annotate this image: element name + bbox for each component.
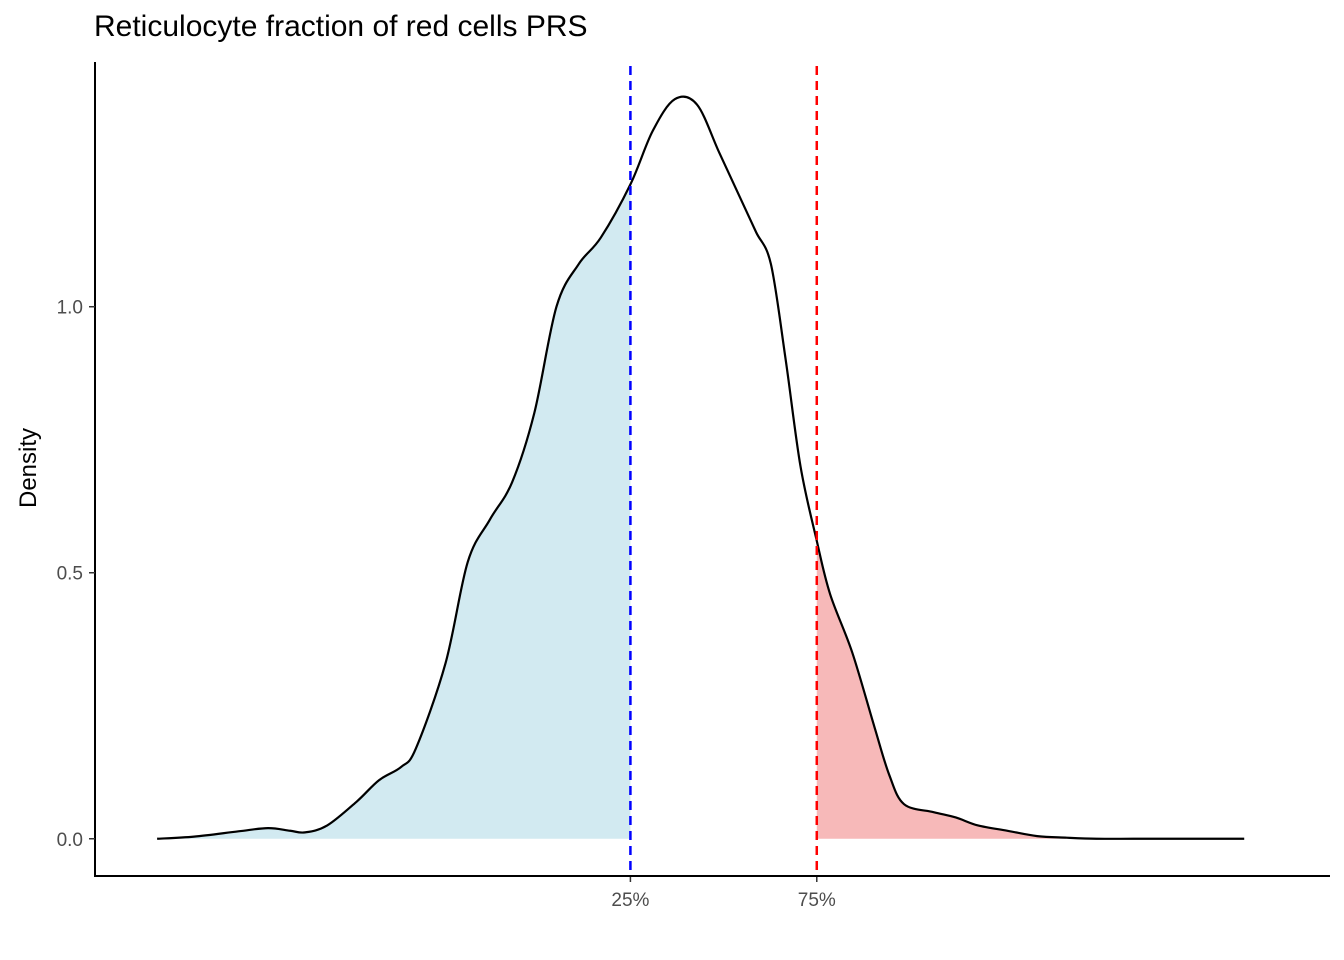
lower-tail-fill-layer bbox=[157, 184, 631, 839]
y-tick-label: 0.0 bbox=[57, 830, 83, 851]
chart-title: Reticulocyte fraction of red cells PRS bbox=[94, 10, 588, 43]
y-axis-title: Density bbox=[15, 428, 42, 508]
y-tick-label: 0.5 bbox=[57, 564, 83, 585]
density-curve-layer bbox=[157, 95, 1245, 840]
lower-tail-area bbox=[157, 184, 631, 839]
density-curve bbox=[157, 95, 1245, 840]
upper-tail-area bbox=[816, 540, 1245, 839]
axis-layer: 25% 75% 0.0 0.5 1.0 bbox=[57, 62, 1330, 911]
x-tick-label: 75% bbox=[798, 890, 836, 911]
quantile-marker-layer bbox=[629, 66, 819, 876]
upper-tail-fill-layer bbox=[816, 540, 1245, 839]
x-tick-label: 25% bbox=[611, 890, 649, 911]
y-tick-label: 1.0 bbox=[57, 298, 83, 319]
